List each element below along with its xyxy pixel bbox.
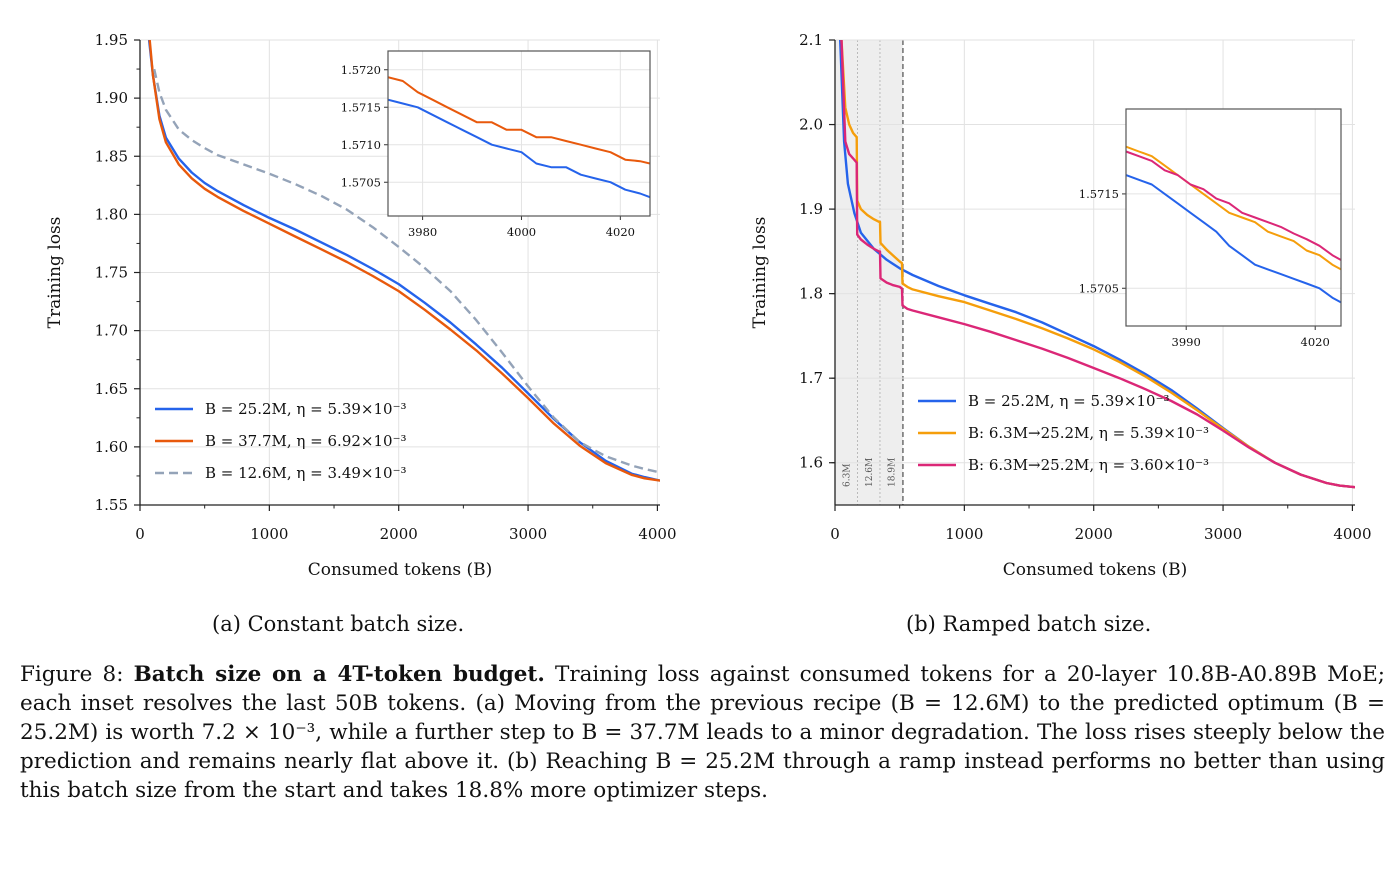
phase-band-label: 12.6M [865,458,875,487]
x-axis-label: Consumed tokens (B) [308,560,493,580]
y-tick-label: 1.6 [799,454,823,472]
y-tick-label: 1.8 [799,285,823,303]
y-tick-label: 1.65 [95,380,128,398]
phase-band-label: 18.9M [888,458,898,487]
inset-x-tick-label: 4020 [606,225,635,239]
x-tick-label: 2000 [1075,525,1113,543]
legend-entry-label: B = 12.6M, η = 3.49×10⁻³ [205,464,407,482]
inset-y-tick-label: 1.5720 [341,63,381,77]
y-tick-label: 1.9 [799,200,823,218]
y-axis-label: Training loss [750,217,770,329]
x-axis-label: Consumed tokens (B) [1003,560,1188,580]
series-line-2 [148,40,660,482]
y-axis-label: Training loss [45,217,65,329]
inset-y-tick-label: 1.5705 [1079,281,1119,295]
caption-text: Training loss against consumed tokens fo… [20,662,1386,803]
inset-x-tick-label: 4020 [1301,335,1330,349]
subcaption-b: (b) Ramped batch size. [906,612,1152,636]
y-tick-label: 1.55 [95,496,128,514]
caption-label: Figure 8: [20,662,124,687]
y-tick-label: 1.75 [95,264,128,282]
inset-y-tick-label: 1.5715 [1079,187,1119,201]
series-line-2 [840,40,1355,489]
chart-panel-a: 0 1000 2000 3000 4000 1.55 1.60 1.65 1.70 1.75 1.8… [45,31,677,580]
y-tick-label: 1.70 [95,322,128,340]
x-tick-label: 0 [135,525,145,543]
figure-caption: Figure 8: Batch size on a 4T-token budge… [20,660,1385,805]
inset-x-tick-label: 4000 [507,225,536,239]
inset-frame [1125,108,1342,327]
inset-x-tick-label: 3990 [1172,335,1201,349]
legend-entry-label: B = 25.2M, η = 5.39×10⁻³ [205,400,407,418]
phase-band [857,40,881,505]
phase-band-label: 6.3M [842,463,852,487]
inset-y-tick-label: 1.5710 [341,138,381,152]
y-tick-label: 1.7 [799,369,823,387]
inset-series-line-1 [388,76,650,165]
y-tick-label: 2.0 [799,116,823,134]
inset-series-line-2 [388,98,650,199]
caption-title: Batch size on a 4T-token budget. [133,662,545,687]
legend-entry-label: B: 6.3M→25.2M, η = 5.39×10⁻³ [968,424,1209,442]
y-tick-label: 2.1 [799,31,823,49]
y-tick-label: 1.80 [95,205,128,223]
legend: B = 25.2M, η = 5.39×10⁻³ B = 37.7M, η = 6… [155,400,407,482]
y-tick-label: 1.85 [95,147,128,165]
chart-panel-b: 6.3M 12.6M 18.9M 0 1000 2000 3000 4000 1.6 1.7 1.8… [750,31,1372,580]
inset-frame [387,50,651,217]
x-tick-label: 3000 [1204,525,1242,543]
x-tick-label: 3000 [509,525,547,543]
series-line-3 [840,40,1355,489]
inset-y-tick-label: 1.5715 [341,100,381,114]
x-tick-label: 1000 [250,525,288,543]
y-tick-label: 1.95 [95,31,128,49]
y-tick-label: 1.90 [95,89,128,107]
legend-entry-label: B = 25.2M, η = 5.39×10⁻³ [968,392,1170,410]
x-tick-label: 4000 [638,525,676,543]
inset-background [388,51,650,216]
subcaption-a: (a) Constant batch size. [212,612,465,636]
inset-x-tick-label: 3980 [408,225,437,239]
legend: B = 25.2M, η = 5.39×10⁻³ B: 6.3M→25.2M, η… [918,392,1209,474]
x-tick-label: 1000 [945,525,983,543]
inset-y-tick-label: 1.5705 [341,175,381,189]
inset-series-line-1 [1126,145,1341,271]
inset-axes: 3980 4000 4020 1.5705 1.5710 1.5715 1.5720 [341,50,651,239]
figure: 0 1000 2000 3000 40001.551.601.651.701.751.8… [45,31,1372,580]
x-tick-label: 2000 [380,525,418,543]
phase-band [880,40,903,505]
x-tick-label: 0 [830,525,840,543]
y-tick-label: 1.60 [95,438,128,456]
inset-axes: 3990 4020 1.5705 1.5715 [1079,108,1342,349]
inset-series-line-2 [1126,150,1341,261]
inset-series-line-3 [1126,174,1341,304]
inset-background [1126,109,1341,326]
series-line-3 [153,68,660,474]
x-tick-label: 4000 [1333,525,1371,543]
legend-entry-label: B = 37.7M, η = 6.92×10⁻³ [205,432,407,450]
legend-entry-label: B: 6.3M→25.2M, η = 3.60×10⁻³ [968,456,1209,474]
